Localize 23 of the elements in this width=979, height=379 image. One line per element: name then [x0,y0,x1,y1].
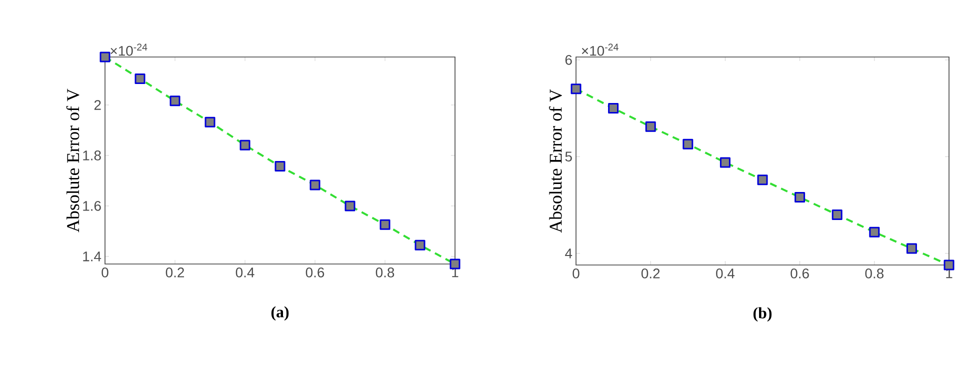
text: ×10$^{-24}$ [110,44,148,56]
x-tick-label: 0.2 [641,268,660,278]
y-axis-title: Absolute Error of V [548,89,562,233]
x-tick-label: 0 [572,268,580,278]
x-tick-label: 0.6 [790,268,809,278]
x-axis-title: (a) [271,306,289,321]
y-tick-label: 1.8 [83,150,101,160]
x-tick-label: 0.4 [236,268,254,278]
x-tick-label: 0.4 [716,268,734,278]
y-axis-title: Absolute Error of V [66,88,80,232]
y-tick-label: 6 [565,54,572,65]
y-tick-label: 4 [565,248,572,258]
text: ×10$^{-24}$ [582,44,618,56]
x-tick-label: 0.6 [306,268,324,278]
x-tick-label: 0 [102,268,108,278]
y-tick-label: 5 [565,152,572,162]
x-axis-title: (b) [753,307,772,322]
y-tick-label: 2 [94,100,101,110]
x-tick-label: 0.8 [376,268,394,278]
x-tick-label: 0.2 [166,268,184,278]
x-tick-label: 0.8 [865,268,884,278]
y-tick-label: 1.6 [83,200,101,211]
y-tick-label: 1.4 [83,252,102,262]
